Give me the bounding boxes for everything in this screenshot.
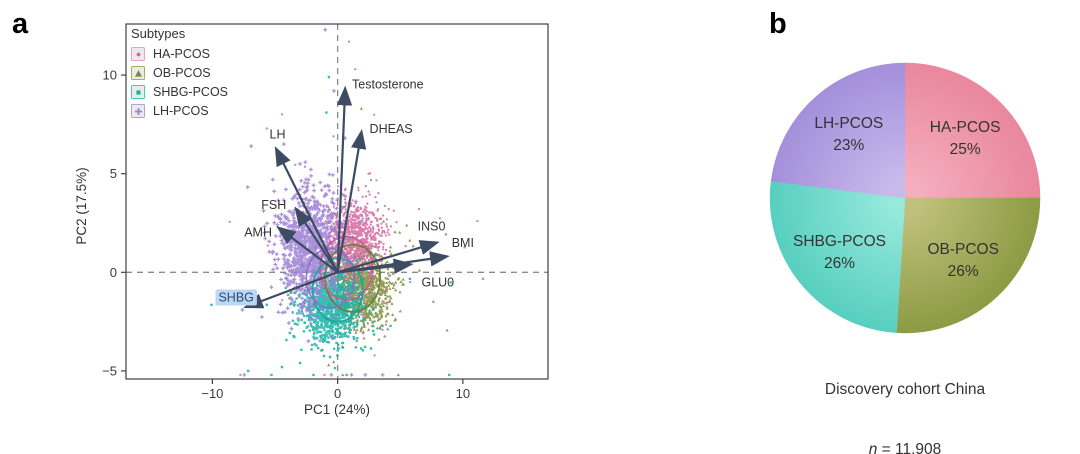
pie-label-name-ob-pcos: OB-PCOS [927,241,998,258]
loading-label-lh: LH [270,128,286,142]
plus-marker-icon [134,107,142,115]
loading-arrow-shbg [243,271,339,309]
cluster-ellipse-lh-pcos [305,247,355,309]
legend-key-box [131,47,145,61]
y-tick-label: 10 [103,68,117,83]
square-marker-glyph [135,89,141,95]
pie-caption-n: n = 11,908 [825,440,985,454]
pie-slice-shbg-pcos [769,180,906,333]
loading-arrow-dheas [336,129,367,273]
loading-arrow-testosterone [336,85,353,273]
triangle-marker-icon [134,69,142,77]
plot-border [125,23,549,380]
y-tick-label: 5 [110,166,117,181]
pie-caption-n-value: = 11,908 [877,441,942,454]
triangle-marker-glyph [134,69,142,77]
panel-a-label: a [12,8,29,40]
loading-label-dheas: DHEAS [370,122,413,136]
pie-label-percent-ob-pcos: 26% [948,263,979,280]
pie-caption-n-symbol: n [868,441,878,454]
legend-key-box [131,66,145,80]
legend-item-shbg-pcos: SHBG-PCOS [131,85,228,99]
pie-label-name-ha-pcos: HA-PCOS [930,119,1001,136]
pie-slice-lh-pcos [770,62,906,199]
axis-ticks: −10 0 10 −5 0 5 10 [102,68,470,401]
dot-marker-glyph [136,52,140,56]
pie-caption-cohort: Discovery cohort China [824,381,986,398]
legend-item-ha-pcos: HA-PCOS [131,47,228,61]
loading-label-bmi: BMI [452,236,474,250]
loading-labels: Testosterone DHEAS LH FSH AMH SHBG INS0 BMI GLU0 [215,77,474,306]
legend-key-box [131,85,145,99]
plus-marker-glyph [134,107,142,115]
loading-label-ins0: INS0 [418,219,446,233]
legend-item-label: OB-PCOS [153,66,211,80]
loading-label-fsh: FSH [261,198,286,212]
x-axis-title: PC1 (24%) [304,402,370,417]
pie-label-name-lh-pcos: LH-PCOS [814,115,883,132]
legend-item-ob-pcos: OB-PCOS [131,66,228,80]
legend-key-box [131,104,145,118]
legend-item-label: SHBG-PCOS [153,85,229,99]
loading-arrows [243,85,450,309]
loading-label-amh: AMH [244,225,272,239]
subtypes-legend: Subtypes HA-PCOS OB-PCOS SHBG-PCOS LH-PCOS [129,25,235,120]
x-tick-label: 10 [456,386,470,401]
loading-label-testosterone: Testosterone [352,77,424,91]
loading-label-glu0: GLU0 [421,276,454,290]
pie-label-percent-ha-pcos: 25% [950,141,981,158]
square-marker-icon [135,89,141,95]
scatter-cloud-ob-pcos [287,106,485,377]
pca-biplot: Testosterone DHEAS LH FSH AMH SHBG INS0 BMI GLU0… [74,23,549,417]
y-tick-label: −5 [102,363,117,378]
panel-b-label: b [769,8,787,40]
pie-slice-ha-pcos [904,62,1041,199]
legend-item-label: HA-PCOS [153,47,210,61]
loading-arrow-fsh [294,206,339,273]
pie-slice-labels: HA-PCOS 25% OB-PCOS 26% SHBG-PCOS 26% LH-PCOS 2… [793,115,1000,280]
legend-item-lh-pcos: LH-PCOS [131,104,228,118]
loading-arrow-ins0 [337,240,440,274]
pie-slices [769,62,1041,334]
pie-chart: HA-PCOS 25% OB-PCOS 26% SHBG-PCOS 26% LH-PCOS 2… [769,62,1041,334]
pie-caption: Discovery cohort China n = 11,908 [825,340,985,454]
loading-arrow-glu0 [337,258,414,274]
pie-label-percent-lh-pcos: 23% [833,137,864,154]
x-tick-label: −10 [201,386,223,401]
loading-arrow-amh [276,225,339,274]
scatter-cloud-shbg-pcos [210,75,452,377]
loading-label-highlight [215,289,257,306]
pie-slice-ob-pcos [896,197,1041,334]
legend-item-label: LH-PCOS [153,104,209,118]
dot-marker-icon [136,52,140,56]
legend-title: Subtypes [131,26,186,41]
cluster-ellipse-ob-pcos [324,243,382,313]
loading-label-shbg: SHBG [218,290,253,304]
x-tick-label: 0 [334,386,341,401]
y-tick-label: 0 [110,265,117,280]
plot-frame [125,23,549,380]
pie-label-name-shbg-pcos: SHBG-PCOS [793,233,886,250]
pie-label-percent-shbg-pcos: 26% [824,255,855,272]
y-axis-title: PC2 (17.5%) [74,167,89,244]
